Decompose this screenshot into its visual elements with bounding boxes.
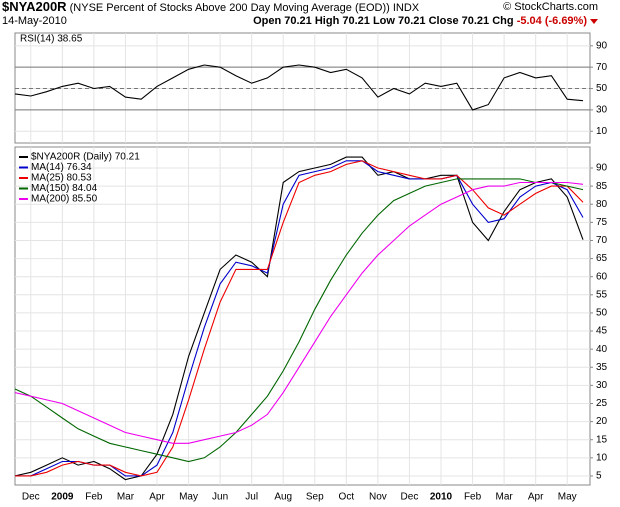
- y-tick-label: 75: [596, 217, 608, 228]
- quote: Open 70.21 High 70.21 Low 70.21 Close 70…: [253, 14, 598, 28]
- y-tick-label: 15: [596, 434, 608, 445]
- series-line: [14, 181, 584, 444]
- header-row: $NYA200R (NYSE Percent of Stocks Above 2…: [0, 0, 620, 14]
- x-tick-label: Jun: [212, 492, 228, 503]
- series-line: [14, 64, 584, 111]
- header-row: 14-May-2010 Open 70.21 High 70.21 Low 70…: [0, 14, 620, 28]
- quote-value: 70.21: [342, 15, 370, 27]
- x-tick-label: Oct: [339, 492, 355, 503]
- x-tick-label: May: [179, 492, 198, 503]
- y-tick-label: 5: [596, 471, 602, 482]
- quote-value: 70.21: [461, 15, 490, 27]
- x-tick-label: Feb: [85, 492, 103, 503]
- y-tick-label: 55: [596, 289, 608, 300]
- change-label: Chg: [492, 15, 514, 27]
- panel: [14, 146, 591, 486]
- change: -5.04 (-6.69%): [516, 15, 587, 27]
- panel-title: RSI(14) 38.65: [20, 34, 83, 45]
- legend-label: MA(14) 76.34: [31, 162, 92, 173]
- y-tick-label: 90: [596, 40, 608, 51]
- x-tick-label: Jul: [245, 492, 258, 503]
- down-arrow: [590, 19, 598, 24]
- x-tick-label: Dec: [401, 492, 419, 503]
- y-tick-label: 30: [596, 105, 608, 116]
- x-tick-label: Feb: [464, 492, 482, 503]
- exchange: INDX: [392, 2, 420, 14]
- y-tick-label: 60: [596, 271, 608, 282]
- quote-value: 70.21: [284, 15, 312, 27]
- quote-label: Close: [428, 15, 459, 27]
- title-group: $NYA200R (NYSE Percent of Stocks Above 2…: [2, 0, 419, 14]
- x-tick-label: Apr: [528, 492, 544, 503]
- y-tick-label: 20: [596, 416, 608, 427]
- y-tick-label: 80: [596, 199, 608, 210]
- legend-label: $NYA200R (Daily) 70.21: [31, 152, 140, 163]
- x-tick-label: 2010: [430, 492, 453, 503]
- date: 14-May-2010: [2, 15, 67, 27]
- y-tick-label: 85: [596, 181, 608, 192]
- x-tick-label: Apr: [149, 492, 165, 503]
- y-tick-label: 50: [596, 83, 608, 94]
- y-tick-label: 10: [596, 126, 608, 137]
- quote-label: High: [314, 15, 340, 27]
- symbol: $NYA200R: [2, 0, 67, 14]
- series-line: [14, 178, 584, 463]
- quote-label: Low: [372, 15, 395, 27]
- x-tick-label: 2009: [51, 492, 74, 503]
- quote-label: Open: [253, 15, 282, 27]
- series-line: [15, 160, 584, 477]
- y-tick-label: 10: [596, 452, 608, 463]
- y-tick-label: 25: [596, 398, 608, 409]
- y-tick-label: 35: [596, 362, 608, 373]
- x-tick-label: Dec: [22, 492, 40, 503]
- x-tick-label: Aug: [274, 492, 292, 503]
- y-tick-label: 45: [596, 326, 608, 337]
- y-tick-label: 90: [596, 163, 608, 174]
- y-tick-label: 40: [596, 344, 608, 355]
- description: (NYSE Percent of Stocks Above 200 Day Mo…: [69, 2, 390, 14]
- x-tick-label: Sep: [306, 492, 324, 503]
- quote-value: 70.21: [398, 15, 426, 27]
- y-tick-label: 70: [596, 235, 608, 246]
- y-tick-label: 30: [596, 380, 608, 391]
- legend-label: MA(25) 80.53: [31, 173, 92, 184]
- x-tick-label: Mar: [495, 492, 513, 503]
- y-tick-label: 50: [596, 308, 608, 319]
- x-tick-label: Nov: [369, 492, 387, 503]
- x-tick-label: Mar: [117, 492, 135, 503]
- header: $NYA200R (NYSE Percent of Stocks Above 2…: [0, 0, 620, 30]
- legend-label: MA(150) 84.04: [31, 183, 98, 194]
- x-tick-label: May: [558, 492, 577, 503]
- copyright: © StockCharts.com: [503, 1, 598, 13]
- series-line: [14, 156, 584, 481]
- y-tick-label: 65: [596, 253, 608, 264]
- y-tick-label: 70: [596, 62, 608, 73]
- legend-label: MA(200) 85.50: [31, 194, 98, 205]
- panel: [14, 32, 591, 144]
